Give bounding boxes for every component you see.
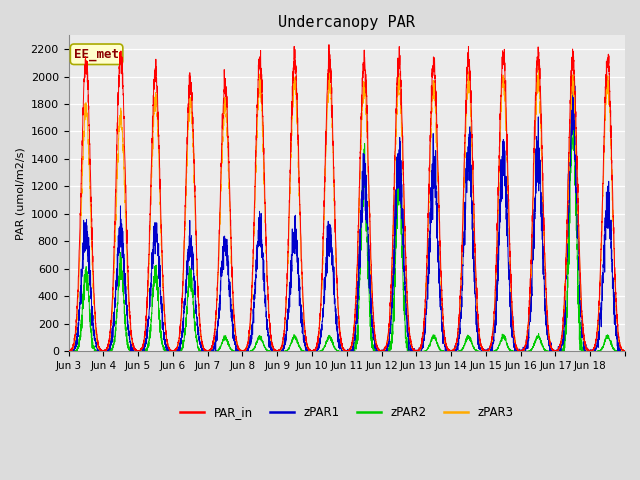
Legend: PAR_in, zPAR1, zPAR2, zPAR3: PAR_in, zPAR1, zPAR2, zPAR3 [176, 401, 518, 424]
Y-axis label: PAR (umol/m2/s): PAR (umol/m2/s) [15, 147, 25, 240]
Text: EE_met: EE_met [74, 48, 119, 61]
Title: Undercanopy PAR: Undercanopy PAR [278, 15, 415, 30]
